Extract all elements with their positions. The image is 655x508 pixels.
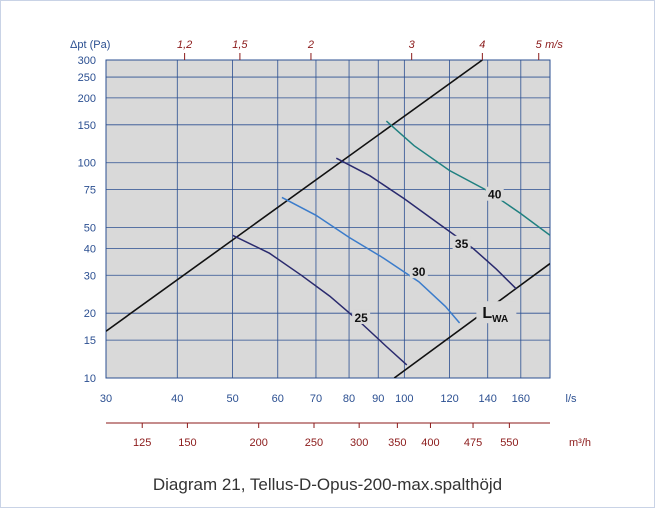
curve-30 [281, 196, 461, 324]
y-tick-label: 10 [84, 373, 96, 385]
curve-label-bg [409, 264, 428, 279]
x2-tick-label: 550 [500, 437, 518, 449]
x-tick-label: 100 [395, 393, 413, 405]
y-tick-label: 30 [84, 270, 96, 282]
x-tick-label: 120 [440, 393, 458, 405]
x-tick-label: 70 [310, 393, 322, 405]
x-tick-label: 140 [479, 393, 497, 405]
x-tick-label: 60 [272, 393, 284, 405]
boundary-lines [106, 60, 550, 378]
y-tick-label: 40 [84, 243, 96, 255]
curve-35 [335, 157, 517, 290]
x-axis-ls: 30 40 50 60 70 80 90 100 120 140 160 l/s [100, 393, 577, 405]
lwa-label-sub: WA [492, 314, 508, 325]
sound-level-curves [232, 120, 550, 366]
curve-label-35: 35 [455, 237, 469, 251]
y-tick-label: 75 [84, 185, 96, 197]
x2-tick-label: 475 [464, 437, 482, 449]
x2-tick-label: 150 [178, 437, 196, 449]
x-axis-unit: l/s [566, 393, 578, 405]
x-tick-label: 80 [343, 393, 355, 405]
lwa-label-bg [476, 301, 517, 324]
boundary-line-lower [393, 262, 550, 378]
x2-tick-label: 250 [305, 437, 323, 449]
x2-tick-label: 400 [421, 437, 439, 449]
figure-caption: Diagram 21, Tellus-D-Opus-200-max.spalth… [152, 475, 503, 494]
y-tick-label: 150 [78, 120, 96, 132]
curve-label-bg [352, 309, 371, 324]
curve-25 [232, 234, 408, 366]
x-axis-m3h: 125 150 200 250 300 350 400 475 550 m³/h [106, 422, 591, 449]
x-tick-label: 160 [512, 393, 530, 405]
x2-tick-label: 125 [133, 437, 151, 449]
curve-label-25: 25 [354, 311, 368, 325]
grid-lines [105, 59, 551, 379]
x2-axis-unit: m³/h [569, 437, 591, 449]
x3-tick-label: 3 [409, 39, 416, 51]
x2-tick-label: 350 [388, 437, 406, 449]
x-tick-label: 40 [171, 393, 183, 405]
x-axis-ms: 1,2 1,5 2 3 4 5 m/s [177, 39, 563, 60]
curve-label-bg [485, 186, 504, 201]
y-tick-label: 100 [78, 158, 96, 170]
curve-label-30: 30 [412, 265, 426, 279]
y-tick-label: 250 [78, 72, 96, 84]
x2-tick-label: 300 [350, 437, 368, 449]
y-tick-label: 50 [84, 223, 96, 235]
curve-label-bg [452, 235, 471, 250]
y-tick-label: 20 [84, 308, 96, 320]
y-tick-label: 300 [78, 55, 96, 67]
y-tick-label: 15 [84, 335, 96, 347]
x-tick-label: 90 [372, 393, 384, 405]
x3-axis-unit: m/s [545, 39, 563, 51]
x3-tick-label: 2 [307, 39, 314, 51]
plot-border [105, 59, 551, 379]
x3-tick-label: 4 [479, 39, 485, 51]
x3-tick-label: 1,5 [232, 39, 248, 51]
x3-tick-label: 1,2 [177, 39, 192, 51]
curve-label-40: 40 [488, 188, 502, 202]
curve-40 [385, 120, 550, 236]
x3-tick-label: 5 [536, 39, 543, 51]
y-axis-label: Δpt (Pa) [70, 39, 110, 51]
x-tick-label: 30 [100, 393, 112, 405]
y-axis: 10 15 20 30 40 50 75 100 150 200 250 300 Δpt (Pa) [70, 39, 110, 385]
x-tick-label: 50 [226, 393, 238, 405]
plot-area [106, 60, 550, 378]
boundary-line-upper [106, 60, 483, 332]
y-tick-label: 200 [78, 93, 96, 105]
x2-tick-label: 200 [250, 437, 268, 449]
